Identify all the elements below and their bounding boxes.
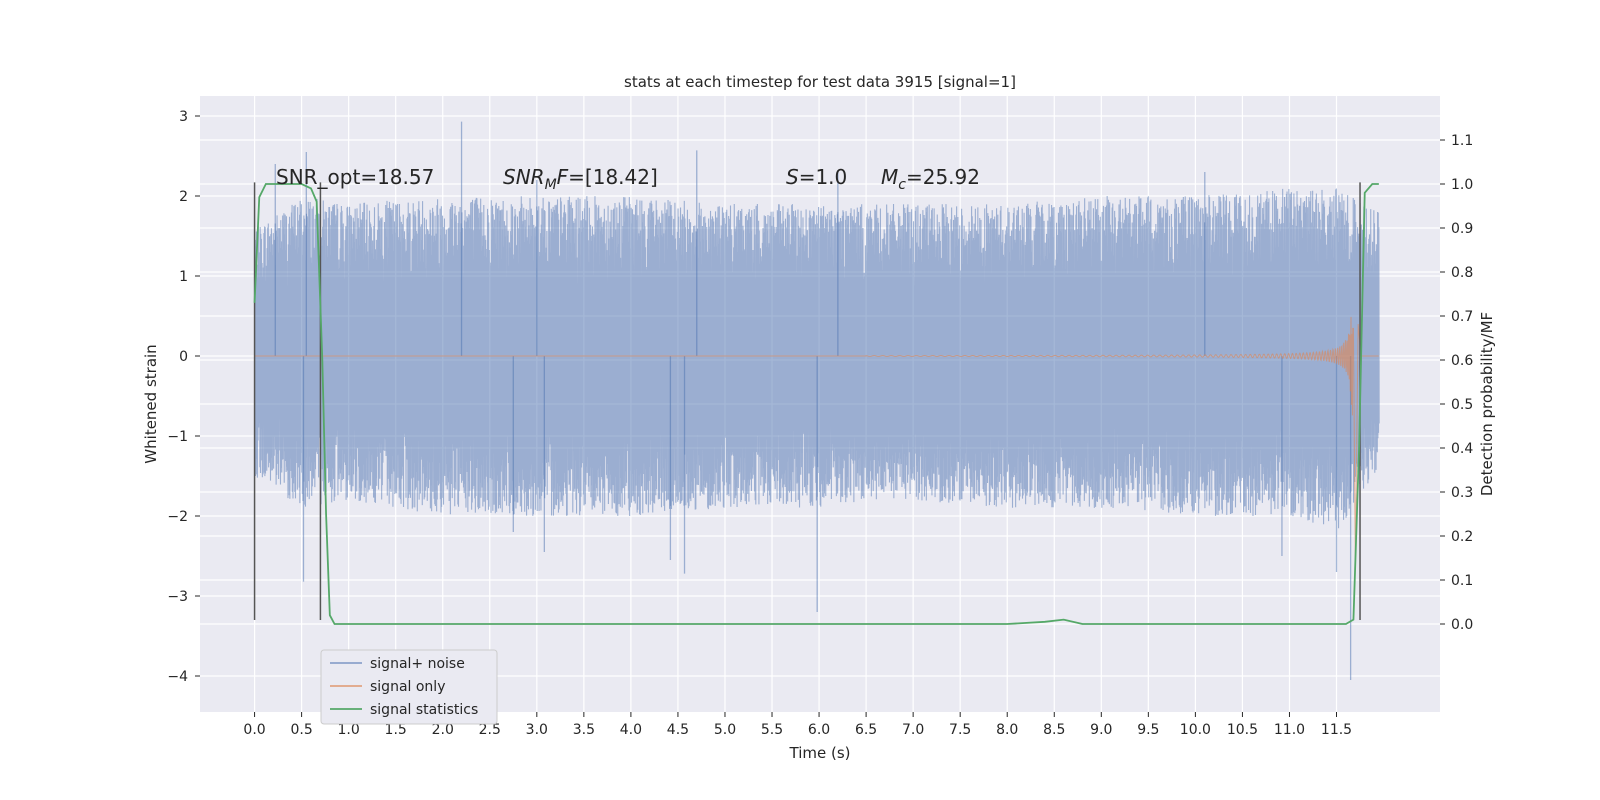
annotation-s: S=1.0 — [786, 165, 847, 189]
y-tick-label: 3 — [179, 109, 188, 125]
chart-title: stats at each timestep for test data 391… — [624, 73, 1016, 91]
snr-mf-tail: F — [557, 165, 569, 189]
legend: signal+ noise signal only signal statist… — [320, 649, 498, 725]
x-tick-label: 5.5 — [761, 722, 783, 738]
y2-tick-label: 1.1 — [1451, 133, 1473, 149]
y-tick-label: 1 — [179, 269, 188, 285]
signal-trace — [254, 316, 1379, 565]
y2-tick-label: 0.6 — [1451, 353, 1473, 369]
legend-box — [320, 649, 498, 725]
s-name: S — [786, 165, 799, 189]
annotation-mc: Mc=25.92 — [881, 165, 980, 193]
legend-label-stats: signal statistics — [370, 702, 478, 718]
y2-tick-label: 0.9 — [1451, 221, 1473, 237]
x-tick-label: 1.5 — [385, 722, 407, 738]
stats-trace — [253, 183, 1379, 625]
s-value: =1.0 — [799, 165, 848, 189]
y2-tick-label: 0.3 — [1451, 485, 1473, 501]
x-tick-label: 6.0 — [808, 722, 830, 738]
legend-label-noise: signal+ noise — [370, 656, 465, 672]
x-axis-ticks: 0.0 0.5 1.0 1.5 2.0 2.5 3.0 3.5 4.0 4.5 5.0 5.5 6.0 6… — [243, 712, 1352, 738]
y-tick-label: −1 — [167, 429, 188, 445]
x-tick-label: 5.0 — [714, 722, 736, 738]
x-tick-label: 7.5 — [949, 722, 971, 738]
y-tick-label: −2 — [167, 509, 188, 525]
x-tick-label: 11.5 — [1321, 722, 1352, 738]
x-tick-label: 0.0 — [243, 722, 265, 738]
y-axis-label: Whitened strain — [142, 344, 160, 463]
mc-value: =25.92 — [906, 165, 980, 189]
y2-tick-label: 0.7 — [1451, 309, 1473, 325]
x-tick-label: 8.0 — [996, 722, 1018, 738]
y2-axis-ticks: 1.1 1.0 0.9 0.8 0.7 0.6 0.5 0.4 0.3 0.2 0.1 0.0 — [1440, 133, 1473, 633]
y-tick-label: 2 — [179, 189, 188, 205]
x-tick-label: 0.5 — [290, 722, 312, 738]
y-tick-label: −4 — [167, 669, 188, 685]
series-signal-only — [254, 316, 1379, 565]
x-tick-label: 3.5 — [573, 722, 595, 738]
x-axis-label: Time (s) — [789, 744, 851, 762]
series-signal-statistics — [253, 183, 1379, 625]
annotation-snr-opt: SNR_opt=18.57 — [276, 165, 434, 189]
x-tick-label: 4.0 — [620, 722, 642, 738]
x-tick-label: 3.0 — [526, 722, 548, 738]
x-tick-label: 8.5 — [1043, 722, 1065, 738]
y2-tick-label: 0.5 — [1451, 397, 1473, 413]
x-tick-label: 9.0 — [1090, 722, 1112, 738]
y-axis-ticks: 3 2 1 0 −1 −2 −3 −4 — [167, 109, 200, 685]
annotation-snr-mf: SNRMF=[18.42] — [503, 165, 658, 193]
legend-label-signal: signal only — [370, 679, 445, 695]
x-tick-label: 2.0 — [432, 722, 454, 738]
y-tick-label: −3 — [167, 589, 188, 605]
y2-tick-label: 0.1 — [1451, 573, 1473, 589]
x-tick-label: 6.5 — [855, 722, 877, 738]
snr-mf-sub: M — [545, 177, 557, 193]
x-tick-label: 1.0 — [338, 722, 360, 738]
x-tick-label: 10.5 — [1227, 722, 1258, 738]
x-tick-label: 10.0 — [1180, 722, 1211, 738]
y2-tick-label: 1.0 — [1451, 177, 1473, 193]
mc-sub: c — [898, 177, 906, 193]
x-tick-label: 4.5 — [667, 722, 689, 738]
snr-mf-value: =[18.42] — [568, 165, 658, 189]
y-tick-label: 0 — [179, 349, 188, 365]
x-tick-label: 7.0 — [902, 722, 924, 738]
y2-tick-label: 0.0 — [1451, 617, 1473, 633]
x-tick-label: 2.5 — [479, 722, 501, 738]
snr-mf-base: SNR — [503, 165, 545, 189]
y2-tick-label: 0.4 — [1451, 441, 1473, 457]
y2-axis-label: Detection probability/MF — [1478, 312, 1496, 496]
x-tick-label: 11.0 — [1274, 722, 1305, 738]
y2-tick-label: 0.2 — [1451, 529, 1473, 545]
y2-tick-label: 0.8 — [1451, 265, 1473, 281]
mc-name: M — [881, 165, 898, 189]
x-tick-label: 9.5 — [1137, 722, 1159, 738]
